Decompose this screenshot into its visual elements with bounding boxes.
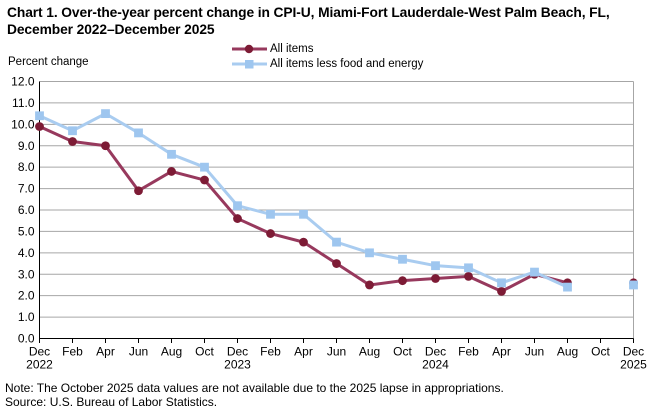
- y-tick-label: 4.0: [18, 246, 35, 260]
- circle-marker-icon: [244, 44, 254, 54]
- data-point-all-items: [431, 274, 440, 283]
- y-tick-label: 9.0: [18, 139, 35, 153]
- data-point-core: [332, 237, 341, 247]
- x-tick-label: Dec: [425, 345, 446, 359]
- data-point-all-items: [266, 229, 275, 238]
- data-point-all-items: [365, 280, 374, 290]
- data-point-all-items: [101, 141, 110, 151]
- x-tick-label: Aug: [161, 345, 182, 359]
- legend-item-core: All items less food and energy: [231, 57, 423, 71]
- legend-swatch-core: [232, 60, 267, 69]
- x-year-label: 2022: [26, 358, 53, 372]
- x-tick-label: Aug: [557, 345, 578, 359]
- data-point-all-items: [167, 167, 176, 176]
- square-marker-icon: [245, 60, 254, 69]
- data-point-all-items: [134, 186, 143, 196]
- x-tick-label: Oct: [393, 345, 412, 359]
- data-point-core: [629, 280, 638, 290]
- y-tick-label: 0.0: [18, 332, 35, 346]
- x-year-label: 2025: [620, 358, 647, 372]
- series-line-all-items: [38, 124, 569, 293]
- legend-item-all-items: All items: [231, 42, 423, 56]
- x-tick-label: Jun: [129, 345, 148, 359]
- y-axis-title: Percent change: [8, 56, 89, 68]
- data-point-all-items: [332, 259, 341, 268]
- data-point-core: [464, 263, 473, 273]
- y-tick-label: 6.0: [18, 203, 35, 217]
- data-point-all-items: [497, 286, 506, 296]
- x-tick-label: Feb: [458, 345, 479, 359]
- y-tick-label: 8.0: [18, 160, 35, 174]
- x-tick-label: Dec: [29, 345, 50, 359]
- footnotes: Note: The October 2025 data values are n…: [5, 381, 504, 409]
- series-line-core: [38, 112, 569, 289]
- y-tick-label: 2.0: [18, 289, 35, 303]
- data-point-core: [134, 128, 143, 138]
- x-tick-label: Oct: [195, 345, 214, 359]
- data-point-core: [266, 209, 275, 219]
- y-tick-label: 3.0: [18, 267, 35, 281]
- data-point-core: [35, 111, 44, 121]
- line-chart: 0.0 1.0 2.0 3.0 4.0 5.0 6.0 7.0 8.0 9.0 10.0 11.0 12…: [11, 75, 647, 372]
- y-tick-label: 11.0: [12, 96, 35, 110]
- data-point-core: [233, 201, 242, 211]
- x-tick-label: Jun: [525, 345, 544, 359]
- data-point-core: [398, 254, 407, 264]
- x-tick-label: Jun: [327, 345, 346, 359]
- data-point-core: [200, 162, 209, 172]
- note-text: Note: The October 2025 data values are n…: [5, 381, 504, 395]
- x-tick-label: Dec: [623, 345, 644, 359]
- data-point-core: [167, 149, 176, 159]
- data-point-core: [68, 126, 77, 136]
- y-tick-label: 5.0: [18, 224, 35, 238]
- x-tick-label: Apr: [492, 345, 511, 359]
- data-point-core: [299, 209, 308, 219]
- y-tick-label: 7.0: [18, 182, 35, 196]
- data-point-all-items: [299, 237, 308, 247]
- data-point-core: [431, 261, 440, 271]
- data-point-all-items: [68, 137, 77, 146]
- legend-swatch-all-items: [232, 44, 267, 54]
- x-tick-label: Aug: [359, 345, 380, 359]
- y-tick-label: 12.0: [11, 75, 35, 89]
- data-point-core: [101, 109, 110, 119]
- data-point-core: [563, 282, 572, 292]
- x-tick-label: Feb: [260, 345, 281, 359]
- y-tick-label: 1.0: [18, 310, 35, 324]
- legend-label-all-items: All items: [270, 43, 314, 55]
- x-year-label: 2024: [422, 358, 449, 372]
- x-tick-label: Oct: [591, 345, 610, 359]
- data-point-all-items: [233, 214, 242, 223]
- x-tick-label: Dec: [227, 345, 248, 359]
- data-point-all-items: [398, 276, 407, 286]
- x-tick-label: Apr: [96, 345, 115, 359]
- y-tick-label: 10.0: [11, 117, 35, 131]
- x-tick-label: Apr: [294, 345, 313, 359]
- source-text: Source: U.S. Bureau of Labor Statistics.: [5, 395, 218, 410]
- data-point-all-items: [200, 175, 209, 185]
- data-point-core: [365, 248, 374, 258]
- data-point-all-items: [464, 271, 473, 281]
- data-point-all-items: [35, 122, 44, 131]
- x-year-label: 2023: [224, 358, 251, 372]
- legend: All items All items less food and energy: [231, 42, 423, 71]
- legend-label-core: All items less food and energy: [270, 58, 424, 70]
- data-point-core: [530, 267, 539, 277]
- data-point-core: [497, 278, 506, 288]
- chart-title: Chart 1. Over-the-year percent change in…: [7, 5, 610, 37]
- x-tick-label: Feb: [62, 345, 83, 359]
